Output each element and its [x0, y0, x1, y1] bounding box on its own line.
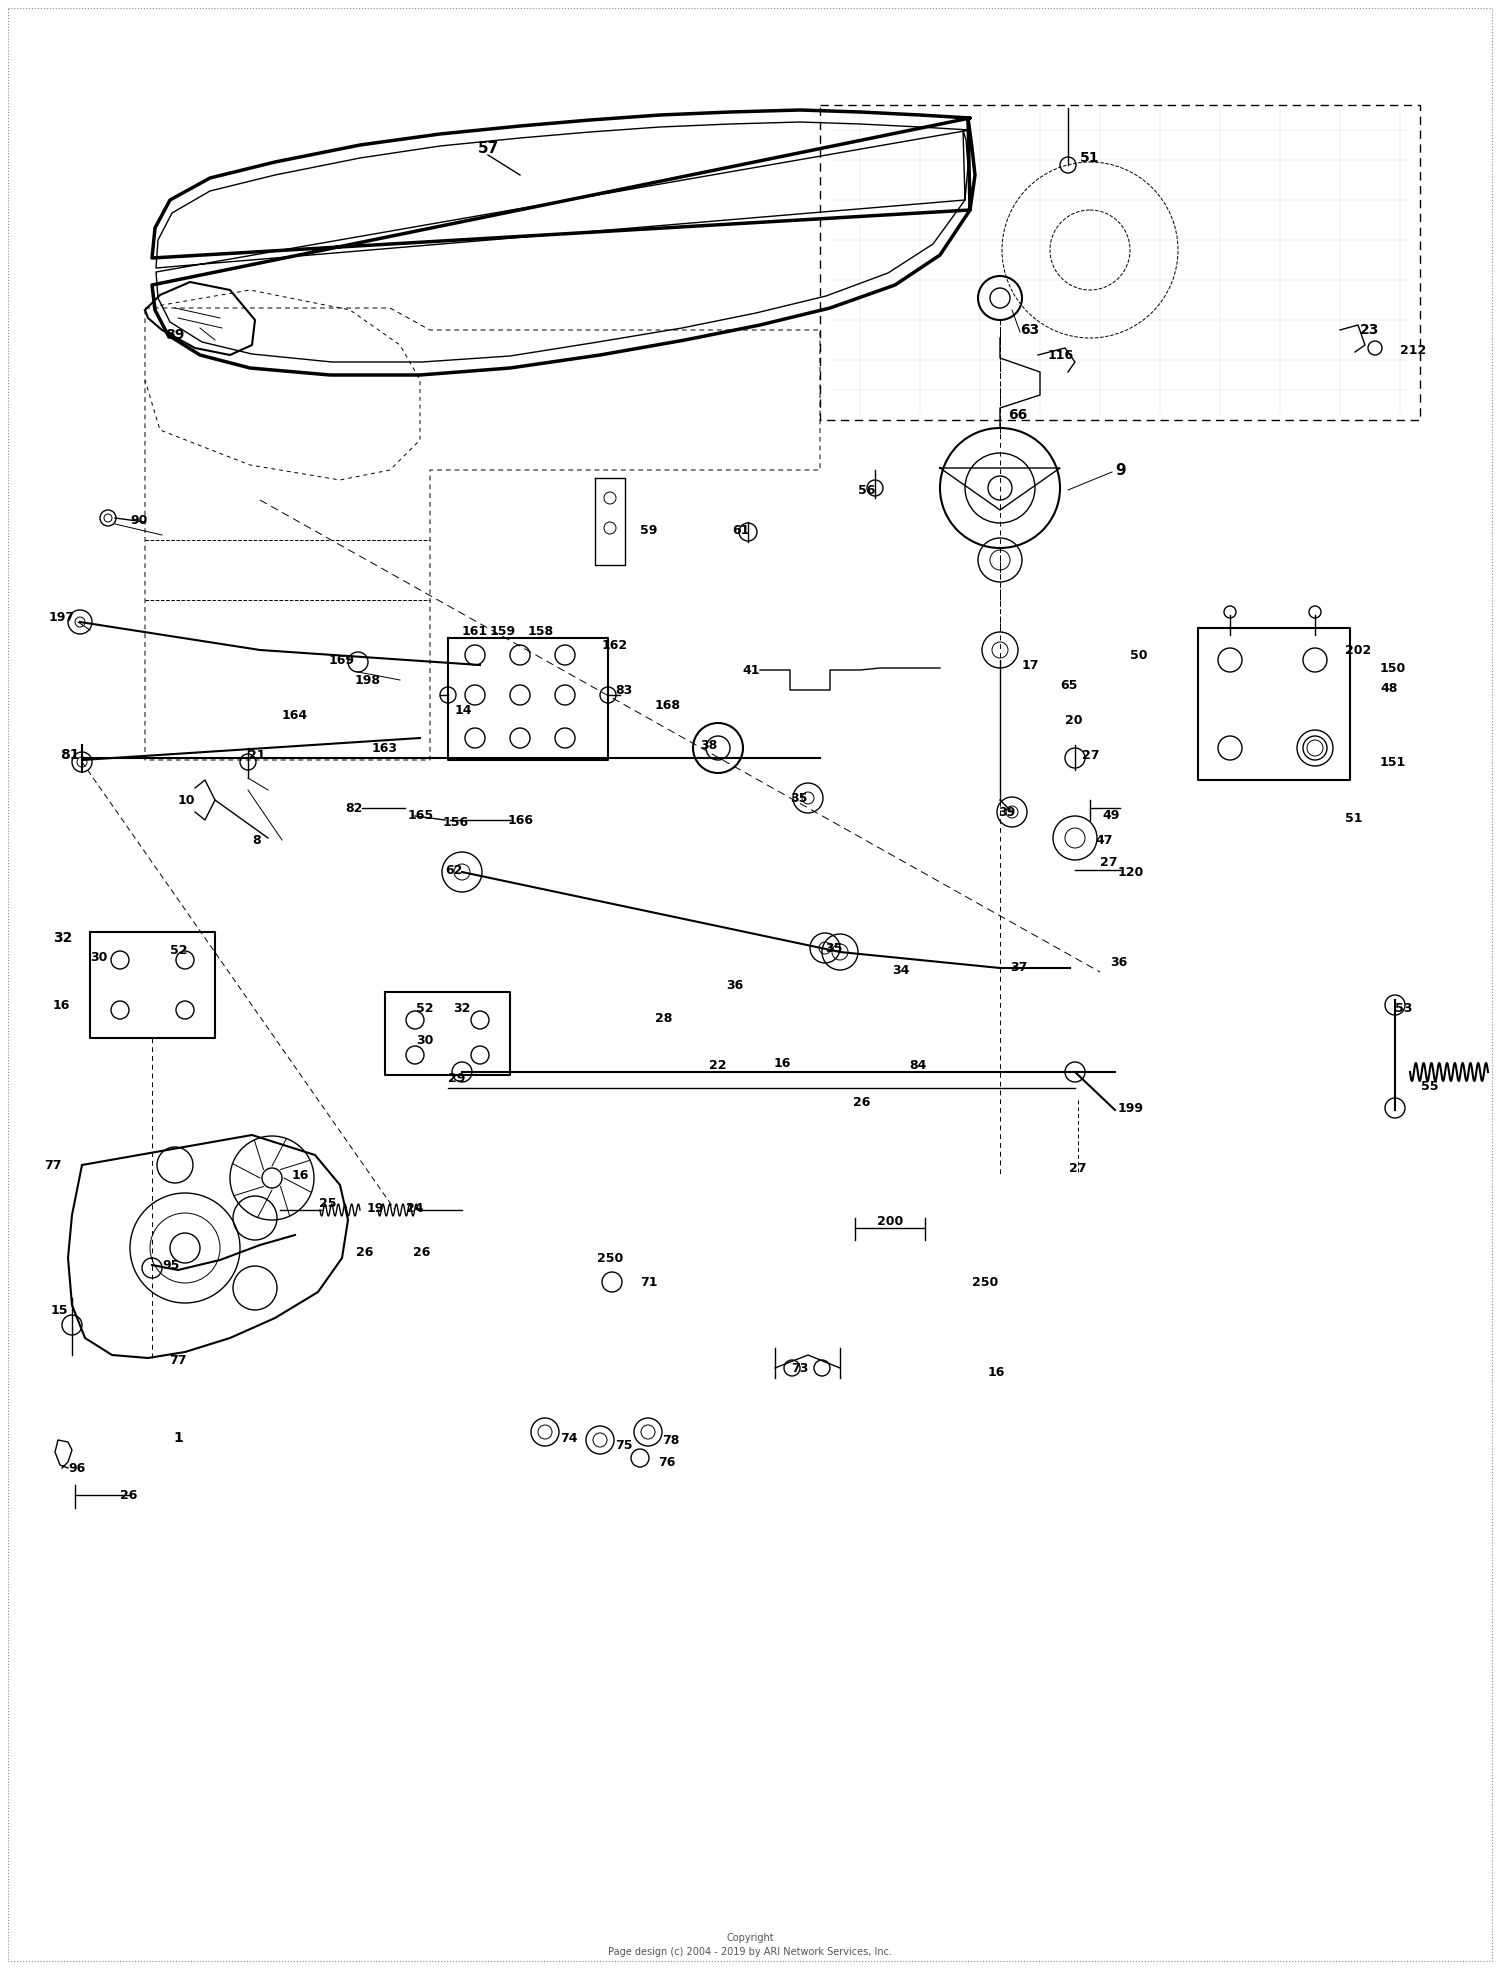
- Text: 51: 51: [1346, 811, 1362, 825]
- Text: 32: 32: [453, 1002, 471, 1014]
- Text: 198: 198: [356, 673, 381, 687]
- Text: 36: 36: [726, 979, 744, 992]
- Text: 76: 76: [658, 1455, 675, 1469]
- Text: Copyright: Copyright: [726, 1934, 774, 1943]
- Text: 77: 77: [45, 1158, 62, 1172]
- Text: 199: 199: [1118, 1101, 1144, 1114]
- Text: 83: 83: [615, 683, 633, 697]
- Text: 165: 165: [408, 809, 434, 821]
- Text: 1: 1: [172, 1431, 183, 1445]
- Text: 158: 158: [528, 624, 554, 638]
- Text: 63: 63: [1020, 323, 1040, 337]
- Text: 95: 95: [162, 1258, 180, 1272]
- Text: 168: 168: [656, 699, 681, 711]
- Text: 161: 161: [462, 624, 488, 638]
- Text: 50: 50: [1130, 648, 1148, 662]
- Text: 26: 26: [357, 1246, 374, 1258]
- Text: 55: 55: [1422, 1081, 1438, 1093]
- Text: 150: 150: [1380, 662, 1407, 675]
- Text: 57: 57: [477, 140, 498, 156]
- Text: 26: 26: [120, 1489, 138, 1502]
- Text: 151: 151: [1380, 756, 1407, 768]
- Text: 164: 164: [282, 709, 308, 721]
- Text: 16: 16: [988, 1365, 1005, 1378]
- Text: 8: 8: [252, 833, 261, 847]
- Text: 62: 62: [446, 864, 464, 876]
- Text: 66: 66: [1008, 408, 1028, 421]
- Text: 30: 30: [90, 951, 108, 963]
- Text: 22: 22: [710, 1059, 726, 1071]
- Text: 15: 15: [51, 1303, 68, 1317]
- Text: 47: 47: [1095, 833, 1113, 847]
- Text: 52: 52: [416, 1002, 434, 1014]
- Text: 41: 41: [742, 664, 760, 677]
- Text: 36: 36: [1110, 955, 1128, 969]
- Text: 65: 65: [1060, 679, 1077, 691]
- Text: 26: 26: [853, 1095, 870, 1109]
- Text: 52: 52: [170, 943, 188, 957]
- Text: 37: 37: [1010, 961, 1028, 973]
- Text: 9: 9: [1114, 463, 1125, 478]
- Text: 90: 90: [130, 514, 147, 526]
- Text: 27: 27: [1082, 748, 1100, 762]
- Text: 96: 96: [68, 1461, 86, 1475]
- Text: 39: 39: [998, 805, 1016, 819]
- Text: 202: 202: [1346, 644, 1371, 656]
- Text: 156: 156: [442, 815, 470, 829]
- Text: 61: 61: [732, 524, 750, 536]
- Text: 159: 159: [490, 624, 516, 638]
- Text: 197: 197: [50, 610, 75, 624]
- Text: 23: 23: [1360, 323, 1380, 337]
- Text: 89: 89: [165, 329, 184, 343]
- Text: 32: 32: [53, 931, 72, 945]
- Text: 17: 17: [1022, 658, 1040, 671]
- Text: 51: 51: [1080, 152, 1100, 165]
- Text: 71: 71: [640, 1276, 657, 1288]
- Text: 53: 53: [1395, 1002, 1413, 1014]
- Text: 10: 10: [177, 794, 195, 807]
- Text: 26: 26: [414, 1246, 430, 1258]
- Text: 82: 82: [345, 801, 363, 815]
- Text: 73: 73: [790, 1361, 808, 1374]
- Text: 56: 56: [858, 484, 874, 496]
- Text: 120: 120: [1118, 866, 1144, 878]
- Text: 25: 25: [320, 1197, 336, 1211]
- Text: 74: 74: [560, 1431, 578, 1445]
- Text: 21: 21: [248, 748, 266, 762]
- Text: 29: 29: [448, 1071, 465, 1085]
- Text: 24: 24: [406, 1201, 423, 1215]
- Text: 212: 212: [1400, 343, 1426, 356]
- Text: 75: 75: [615, 1439, 633, 1451]
- Text: 250: 250: [597, 1252, 622, 1264]
- Text: 48: 48: [1380, 681, 1398, 695]
- Text: 250: 250: [972, 1276, 998, 1288]
- Text: 14: 14: [454, 703, 472, 717]
- Text: 28: 28: [654, 1012, 672, 1024]
- Text: 16: 16: [291, 1168, 309, 1181]
- Text: 162: 162: [602, 638, 628, 652]
- Text: 166: 166: [509, 813, 534, 827]
- Text: 38: 38: [699, 738, 717, 752]
- Text: 20: 20: [1065, 713, 1083, 727]
- Text: 200: 200: [878, 1215, 903, 1229]
- Text: 78: 78: [662, 1433, 680, 1447]
- Text: 16: 16: [53, 998, 70, 1012]
- Text: 49: 49: [1102, 809, 1119, 821]
- Text: 59: 59: [640, 524, 657, 536]
- Text: 169: 169: [328, 654, 356, 666]
- Text: 81: 81: [60, 748, 80, 762]
- Text: 34: 34: [892, 963, 909, 977]
- Text: Page design (c) 2004 - 2019 by ARI Network Services, Inc.: Page design (c) 2004 - 2019 by ARI Netwo…: [608, 1947, 892, 1957]
- Text: 35: 35: [790, 792, 808, 805]
- Text: 84: 84: [909, 1059, 927, 1071]
- Text: 27: 27: [1100, 855, 1118, 868]
- Text: 16: 16: [774, 1057, 790, 1069]
- Text: 116: 116: [1048, 349, 1074, 362]
- Text: 30: 30: [417, 1034, 434, 1046]
- Text: 35: 35: [825, 941, 843, 955]
- Text: 27: 27: [1070, 1162, 1086, 1174]
- Text: 19: 19: [366, 1201, 384, 1215]
- Text: 77: 77: [170, 1353, 186, 1366]
- Text: 163: 163: [372, 742, 398, 754]
